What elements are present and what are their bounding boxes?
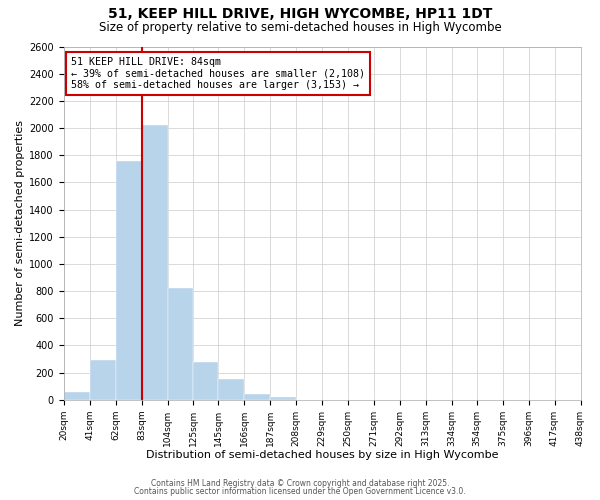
- X-axis label: Distribution of semi-detached houses by size in High Wycombe: Distribution of semi-detached houses by …: [146, 450, 499, 460]
- Text: 51 KEEP HILL DRIVE: 84sqm
← 39% of semi-detached houses are smaller (2,108)
58% : 51 KEEP HILL DRIVE: 84sqm ← 39% of semi-…: [71, 57, 365, 90]
- Y-axis label: Number of semi-detached properties: Number of semi-detached properties: [15, 120, 25, 326]
- Bar: [218, 378, 244, 400]
- Bar: [244, 394, 270, 400]
- Bar: [270, 397, 296, 400]
- Bar: [116, 160, 142, 400]
- Bar: [142, 126, 167, 400]
- Bar: [64, 392, 89, 400]
- Bar: [167, 288, 193, 400]
- Bar: [89, 360, 116, 400]
- Bar: [193, 362, 218, 400]
- Text: 51, KEEP HILL DRIVE, HIGH WYCOMBE, HP11 1DT: 51, KEEP HILL DRIVE, HIGH WYCOMBE, HP11 …: [108, 8, 492, 22]
- Text: Contains public sector information licensed under the Open Government Licence v3: Contains public sector information licen…: [134, 487, 466, 496]
- Text: Size of property relative to semi-detached houses in High Wycombe: Size of property relative to semi-detach…: [98, 21, 502, 34]
- Text: Contains HM Land Registry data © Crown copyright and database right 2025.: Contains HM Land Registry data © Crown c…: [151, 478, 449, 488]
